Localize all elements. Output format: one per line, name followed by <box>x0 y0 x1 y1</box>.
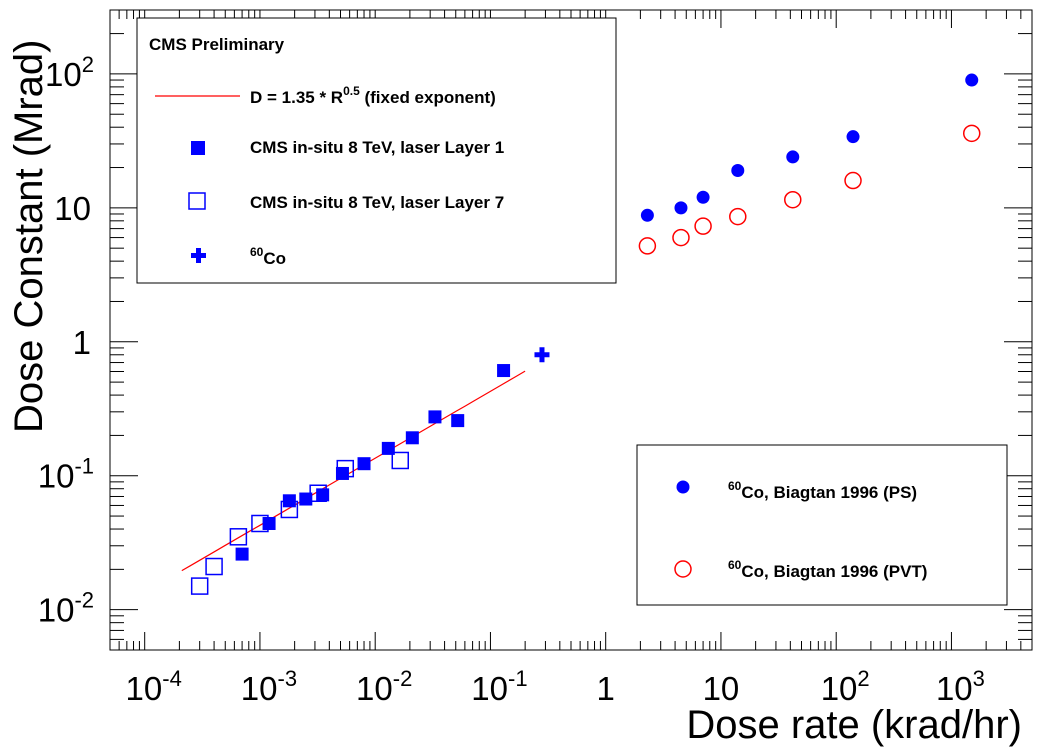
biagtan_ps-point <box>965 73 979 87</box>
biagtan_pvt-point <box>638 237 657 255</box>
layer1-point <box>299 492 313 506</box>
layer1-point <box>451 414 465 428</box>
layer1-point <box>316 488 330 502</box>
legend-fit-label-sup: 0.5 <box>343 84 360 98</box>
legend-bottom-box <box>636 444 1008 606</box>
layer7-point <box>280 500 299 519</box>
biagtan_ps-point <box>846 130 860 144</box>
legend-title: CMS Preliminary <box>149 35 285 54</box>
x-tick-label: 1 <box>597 670 615 707</box>
biagtan_ps-point <box>674 201 688 215</box>
layer7-point <box>190 577 209 595</box>
legend-fit-label-suffix: (fixed exponent) <box>360 88 496 107</box>
biagtan_ps-point <box>731 164 745 178</box>
layer7-point <box>205 557 223 576</box>
y-tick-label-exp: 2 <box>82 52 94 77</box>
layer1-point <box>428 410 442 424</box>
legend-co60-label: 60Co <box>250 245 286 268</box>
biagtan_pvt-point <box>694 217 712 235</box>
x-tick-label-exp: -1 <box>508 666 528 691</box>
x-tick-label: 10 <box>703 670 740 707</box>
x-tick-label: 103 <box>936 666 985 707</box>
legend-layer1-marker <box>191 141 205 155</box>
biagtan_ps-point <box>786 150 800 164</box>
x-tick-label-base: 10 <box>356 670 393 707</box>
legend-co60-marker <box>191 248 206 263</box>
x-tick-label-base: 10 <box>126 670 163 707</box>
y-tick-label-base: 1 <box>73 324 91 361</box>
layer1-point <box>235 547 249 561</box>
x-tick-label-exp: 3 <box>973 666 985 691</box>
x-tick-label-base: 10 <box>703 670 740 707</box>
x-tick-label-base: 1 <box>597 670 615 707</box>
legend-biagtan-ps-sup: 60 <box>728 479 742 493</box>
x-tick-label-exp: -4 <box>162 666 182 691</box>
x-tick-label: 10-4 <box>126 666 182 707</box>
legend-top-box <box>136 17 617 284</box>
layer7-point <box>336 459 355 478</box>
co60-point <box>534 347 550 363</box>
biagtan_pvt-point <box>729 207 747 226</box>
biagtan_ps-point <box>696 190 710 204</box>
x-tick-label: 10-1 <box>471 666 527 707</box>
layer1-point <box>262 516 276 530</box>
layer1-point <box>405 431 419 445</box>
biagtan_pvt-point <box>784 190 802 209</box>
legend-fit-label: D = 1.35 * R0.5 (fixed exponent) <box>250 84 496 107</box>
layer7-point <box>309 484 327 503</box>
biagtan_pvt-point <box>672 228 690 247</box>
legend-layer1-label: CMS in-situ 8 TeV, laser Layer 1 <box>250 138 504 157</box>
layer1-point <box>497 364 511 378</box>
legend-co60-sup: 60 <box>250 245 264 259</box>
y-tick-label-base: 10 <box>45 56 82 93</box>
x-tick-label-exp: -2 <box>393 666 413 691</box>
y-tick-label-base: 10 <box>38 458 75 495</box>
legend-biagtan-ps-marker <box>676 480 690 494</box>
biagtan_ps-point <box>640 208 654 222</box>
legend-biagtan-ps-label: 60Co, Biagtan 1996 (PS) <box>728 479 917 502</box>
y-tick-label-exp: -1 <box>74 454 94 479</box>
x-axis-title: Dose rate (krad/hr) <box>686 703 1022 747</box>
x-tick-label-exp: 2 <box>857 666 869 691</box>
layer1-point <box>381 441 395 455</box>
x-tick-label-exp: -3 <box>278 666 298 691</box>
y-tick-label: 102 <box>45 52 94 93</box>
layer7-point <box>251 514 269 533</box>
x-tick-label-base: 10 <box>241 670 278 707</box>
y-tick-label: 10-2 <box>38 588 94 629</box>
y-tick-label: 1 <box>73 324 91 361</box>
legend-biagtan-pvt-sup: 60 <box>728 558 742 572</box>
markers-layer <box>190 73 981 595</box>
y-tick-label-base: 10 <box>38 592 75 629</box>
legend-bottom: 60Co, Biagtan 1996 (PS) 60Co, Biagtan 19… <box>636 444 1008 606</box>
layer1-point <box>357 457 371 471</box>
legend-biagtan-pvt-label: 60Co, Biagtan 1996 (PVT) <box>728 558 927 581</box>
biagtan_pvt-point <box>962 124 981 143</box>
legend-co60-text: Co <box>263 249 286 268</box>
y-axis-title: Dose Constant (Mrad) <box>7 40 51 433</box>
legend-biagtan-pvt-marker <box>674 560 692 578</box>
layer7-point <box>391 451 410 470</box>
legend-layer7-label: CMS in-situ 8 TeV, laser Layer 7 <box>250 193 504 212</box>
x-tick-label: 10-3 <box>241 666 297 707</box>
x-tick-label-base: 10 <box>821 670 858 707</box>
y-tick-label-exp: -2 <box>74 588 94 613</box>
layer7-point <box>229 528 248 546</box>
x-tick-label: 102 <box>821 666 870 707</box>
x-tick-label-base: 10 <box>936 670 973 707</box>
x-tick-label: 10-2 <box>356 666 412 707</box>
legend-top: CMS Preliminary D = 1.35 * R0.5 (fixed e… <box>136 17 617 284</box>
y-tick-label-base: 10 <box>54 190 91 227</box>
y-tick-label: 10 <box>54 190 91 227</box>
y-tick-label: 10-1 <box>38 454 94 495</box>
legend-biagtan-pvt-text: Co, Biagtan 1996 (PVT) <box>741 562 927 581</box>
x-tick-label-base: 10 <box>471 670 508 707</box>
legend-biagtan-ps-text: Co, Biagtan 1996 (PS) <box>741 483 917 502</box>
biagtan_pvt-point <box>844 171 862 190</box>
legend-layer7-marker <box>188 192 206 210</box>
legend-fit-label-text: D = 1.35 * R <box>250 88 343 107</box>
